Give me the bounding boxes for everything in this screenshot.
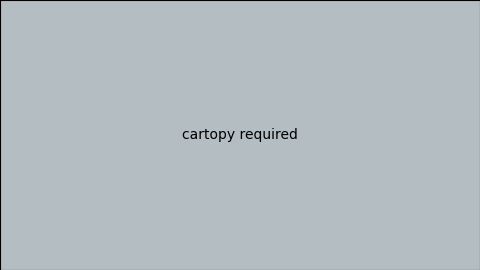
Text: cartopy required: cartopy required xyxy=(182,128,298,142)
